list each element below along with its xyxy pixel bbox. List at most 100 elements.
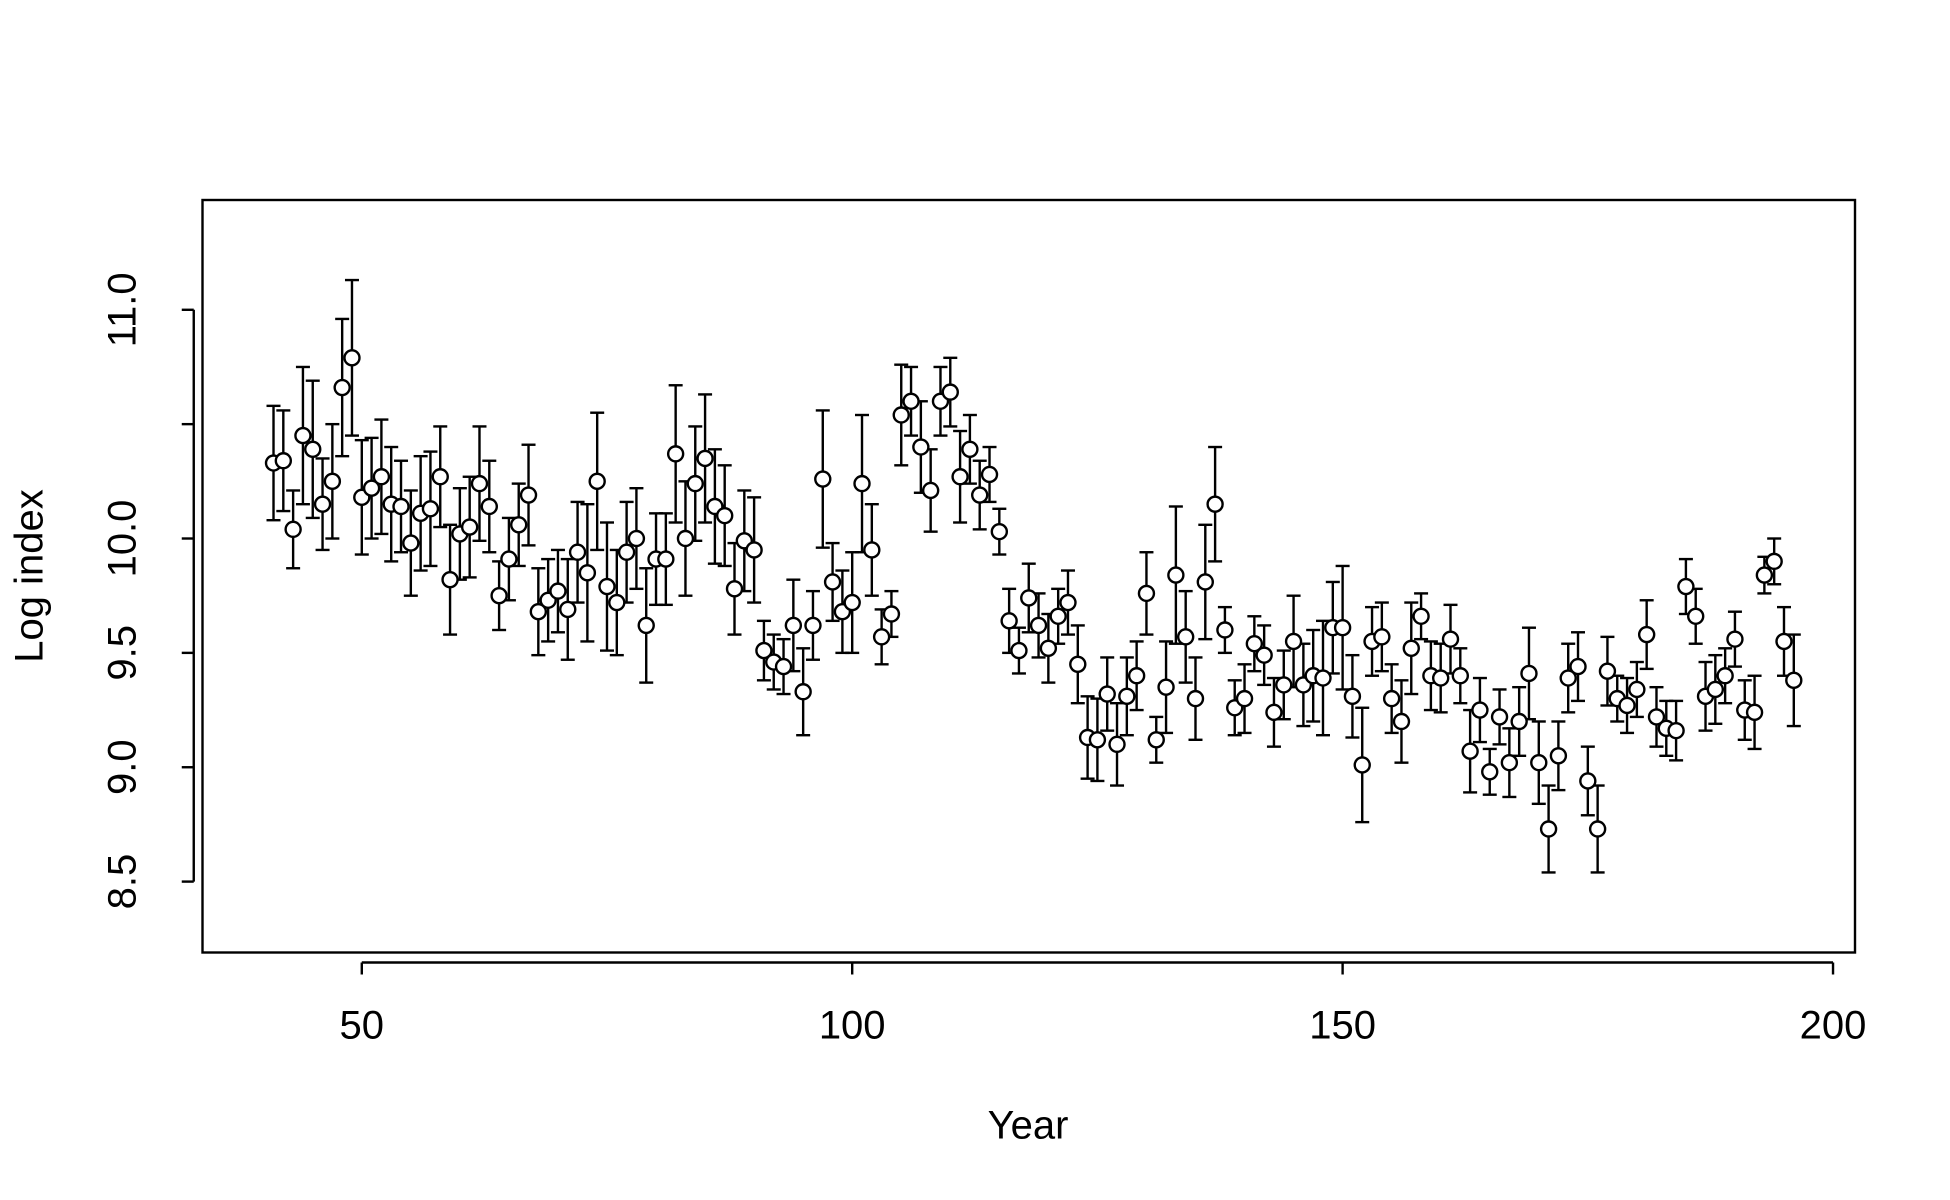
point: [627, 529, 646, 548]
y-tick-label: 9.5: [101, 625, 145, 681]
point: [568, 543, 587, 561]
point: [1235, 689, 1254, 708]
point: [549, 582, 567, 600]
point: [510, 516, 528, 534]
point: [696, 449, 714, 468]
point: [902, 392, 920, 410]
point: [990, 522, 1009, 541]
point: [1216, 621, 1234, 639]
point: [1020, 589, 1038, 607]
point: [1255, 646, 1273, 664]
point: [1029, 616, 1048, 635]
point: [1755, 566, 1774, 584]
point: [1157, 678, 1175, 696]
point: [1677, 577, 1695, 596]
y-tick-label: 9.0: [101, 739, 145, 795]
point: [362, 479, 381, 497]
point: [1333, 619, 1352, 637]
point: [529, 603, 548, 621]
point: [294, 426, 312, 445]
point: [1559, 669, 1577, 687]
point: [421, 500, 440, 518]
point: [1098, 685, 1116, 703]
point: [1441, 630, 1460, 648]
point: [1687, 607, 1705, 625]
point: [1314, 669, 1332, 687]
point: [441, 570, 459, 589]
point: [1284, 632, 1303, 651]
point: [1520, 664, 1538, 683]
point: [784, 616, 803, 635]
point: [715, 506, 734, 525]
point: [1402, 639, 1420, 657]
point: [1431, 669, 1450, 687]
point: [274, 452, 293, 470]
point: [843, 593, 861, 612]
point: [1049, 607, 1067, 625]
point: [1167, 566, 1185, 584]
point: [686, 474, 704, 493]
point: [392, 497, 410, 516]
x-tick-label: 150: [1309, 1004, 1376, 1048]
point: [1451, 667, 1470, 685]
point: [1245, 635, 1264, 653]
plot-frame: [201, 198, 1857, 954]
point: [519, 486, 538, 504]
point: [490, 586, 508, 605]
point: [402, 534, 420, 552]
point: [500, 550, 518, 568]
point: [794, 683, 812, 701]
point: [1412, 607, 1430, 625]
point: [1059, 593, 1077, 612]
point: [921, 481, 940, 500]
x-tick-label: 50: [340, 1004, 385, 1048]
point: [882, 605, 901, 623]
point: [637, 616, 655, 635]
point: [774, 657, 793, 676]
point: [431, 468, 449, 486]
point: [1500, 753, 1519, 772]
point: [666, 445, 685, 463]
point: [1628, 680, 1646, 699]
y-tick-label: 11.0: [101, 272, 145, 347]
point: [1667, 721, 1685, 740]
point: [480, 497, 498, 516]
point: [1127, 667, 1146, 685]
point: [1039, 639, 1058, 657]
point: [343, 349, 361, 367]
point: [1118, 687, 1136, 706]
point: [1775, 632, 1793, 651]
point: [1069, 655, 1087, 674]
point: [1108, 735, 1126, 754]
point: [814, 470, 832, 488]
point: [1490, 708, 1509, 726]
point: [1647, 708, 1666, 726]
point: [1598, 662, 1617, 680]
point: [1637, 625, 1656, 644]
point: [755, 641, 773, 660]
point: [804, 616, 822, 635]
point: [745, 541, 763, 559]
point: [617, 543, 636, 561]
point: [608, 593, 626, 612]
point: [1137, 584, 1156, 603]
point: [657, 550, 675, 568]
point: [1510, 712, 1528, 731]
point: [1196, 573, 1214, 591]
point: [1000, 612, 1018, 630]
point: [1530, 753, 1548, 772]
point: [460, 518, 479, 536]
point: [1353, 756, 1371, 774]
point: [1010, 641, 1028, 660]
point: [1569, 657, 1587, 676]
point: [598, 577, 616, 596]
point: [1745, 703, 1764, 722]
point: [1382, 689, 1401, 708]
x-axis-label: Year: [988, 1104, 1069, 1148]
point: [1392, 712, 1411, 731]
y-tick-label: 10.0: [101, 500, 145, 578]
point: [333, 378, 351, 397]
point: [1461, 742, 1479, 760]
point: [1481, 763, 1499, 781]
x-tick-label: 100: [819, 1004, 886, 1048]
